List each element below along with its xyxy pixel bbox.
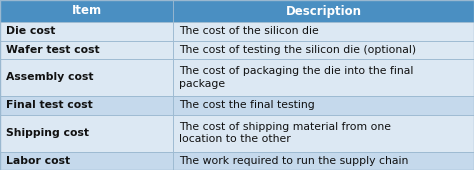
Bar: [173, 115, 474, 151]
Bar: [173, 96, 474, 115]
Bar: [173, 0, 474, 22]
Text: Wafer test cost: Wafer test cost: [6, 45, 100, 55]
Bar: [0, 151, 173, 170]
Text: Description: Description: [285, 4, 362, 18]
Bar: [0, 96, 173, 115]
Text: Final test cost: Final test cost: [6, 100, 93, 110]
Bar: [0, 115, 173, 151]
Text: Labor cost: Labor cost: [6, 156, 70, 166]
Bar: [0, 0, 173, 22]
Bar: [173, 40, 474, 59]
Text: The cost of shipping material from one
location to the other: The cost of shipping material from one l…: [179, 122, 391, 144]
Text: Die cost: Die cost: [6, 26, 55, 36]
Text: The cost of the silicon die: The cost of the silicon die: [179, 26, 319, 36]
Text: The cost the final testing: The cost the final testing: [179, 100, 315, 110]
Text: Assembly cost: Assembly cost: [6, 72, 93, 82]
Text: Item: Item: [72, 4, 101, 18]
Bar: [0, 22, 173, 40]
Bar: [0, 40, 173, 59]
Bar: [173, 22, 474, 40]
Text: Shipping cost: Shipping cost: [6, 128, 89, 138]
Bar: [0, 59, 173, 96]
Text: The cost of packaging the die into the final
package: The cost of packaging the die into the f…: [179, 66, 413, 89]
Bar: [173, 59, 474, 96]
Text: The work required to run the supply chain: The work required to run the supply chai…: [179, 156, 409, 166]
Bar: [173, 151, 474, 170]
Text: The cost of testing the silicon die (optional): The cost of testing the silicon die (opt…: [179, 45, 416, 55]
